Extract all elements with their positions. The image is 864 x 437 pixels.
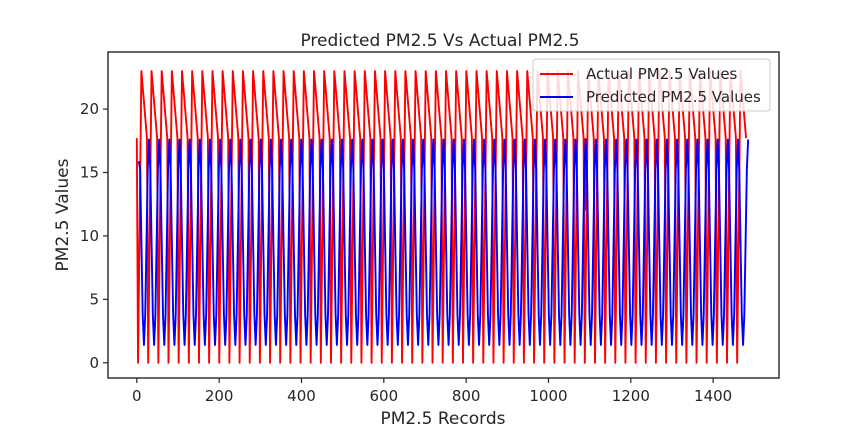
x-tick-label: 1000: [529, 387, 567, 405]
actual-series-line: [135, 70, 748, 364]
legend-label: Actual PM2.5 Values: [586, 65, 738, 83]
y-tick-label: 0: [89, 354, 99, 372]
y-tick-label: 15: [80, 164, 99, 182]
x-tick-label: 800: [452, 387, 481, 405]
x-tick-label: 1400: [694, 387, 732, 405]
x-tick-label: 200: [205, 387, 234, 405]
y-axis: 0 5 10 15 20: [80, 100, 108, 372]
legend-label: Predicted PM2.5 Values: [586, 88, 761, 106]
y-tick-label: 20: [80, 100, 99, 118]
y-axis-label: PM2.5 Values: [53, 158, 73, 271]
x-axis-label: PM2.5 Records: [381, 409, 506, 429]
x-tick-label: 600: [369, 387, 398, 405]
x-axis: 0 200 400 600 800 1000 1200 1400: [132, 378, 732, 405]
y-tick-label: 10: [80, 227, 99, 245]
x-tick-label: 1200: [612, 387, 650, 405]
predicted-series-line: [137, 138, 750, 346]
x-tick-label: 400: [287, 387, 316, 405]
legend-box: [532, 58, 771, 112]
chart-title: Predicted PM2.5 Vs Actual PM2.5: [300, 31, 579, 51]
x-tick-label: 0: [132, 387, 142, 405]
legend: Actual PM2.5 Values Predicted PM2.5 Value…: [532, 58, 771, 112]
y-tick-label: 5: [89, 290, 99, 308]
plot-frame: [107, 51, 780, 379]
